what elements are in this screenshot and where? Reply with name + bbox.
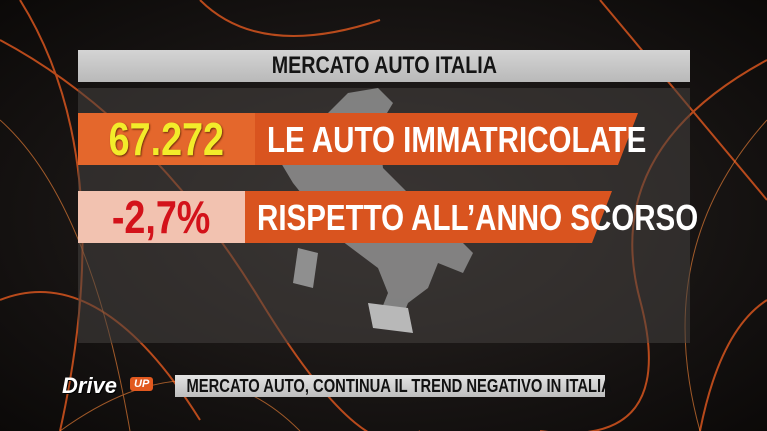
stat-label: LE AUTO IMMATRICOLATE <box>255 113 730 165</box>
stat-label-text: LE AUTO IMMATRICOLATE <box>267 119 647 160</box>
logo: Drive UP <box>62 373 177 399</box>
ticker-text: MERCATO AUTO, CONTINUA IL TREND NEGATIVO… <box>186 376 612 396</box>
stat-label-text: RISPETTO ALL’ANNO SCORSO <box>257 197 699 238</box>
banner <box>78 113 638 165</box>
stat-value-text: 67.272 <box>108 113 225 165</box>
stat-value: -2,7% <box>78 191 245 243</box>
logo-text: Drive <box>62 373 118 398</box>
title-bar: MERCATO AUTO ITALIA <box>78 50 690 82</box>
stat-value: 67.272 <box>78 113 255 165</box>
stat-row: 67.272 LE AUTO IMMATRICOLATE <box>78 113 646 165</box>
banner <box>78 191 612 243</box>
logo-badge: UP <box>130 377 154 391</box>
stat-label: RISPETTO ALL’ANNO SCORSO <box>245 191 767 243</box>
title: MERCATO AUTO ITALIA <box>271 52 497 79</box>
ticker: MERCATO AUTO, CONTINUA IL TREND NEGATIVO… <box>175 375 612 397</box>
stat-value-text: -2,7% <box>112 191 211 243</box>
stat-row: -2,7% RISPETTO ALL’ANNO SCORSO <box>78 191 698 243</box>
